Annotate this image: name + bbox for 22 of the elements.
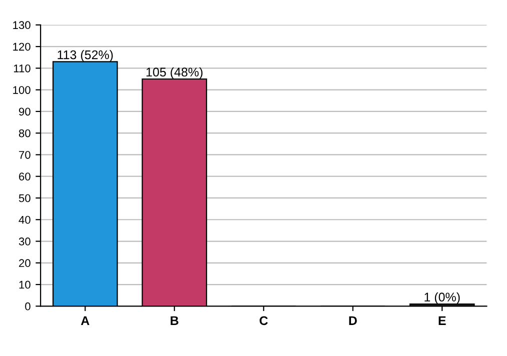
y-tick-label: 100 bbox=[13, 86, 30, 94]
y-tick-label: 120 bbox=[13, 42, 30, 51]
data-label: 105 (48%) bbox=[146, 67, 202, 79]
x-tick-label: A bbox=[80, 316, 90, 325]
x-tick-label: D bbox=[349, 316, 357, 325]
data-label: 113 (52%) bbox=[58, 50, 113, 62]
x-tick-label: E bbox=[438, 316, 446, 325]
x-tick-label: B bbox=[170, 316, 178, 325]
data-label: 1 (0%) bbox=[424, 292, 460, 304]
x-tick-label: C bbox=[260, 316, 268, 326]
y-tick-label: 0 bbox=[25, 302, 30, 310]
y-tick-label: 10 bbox=[19, 280, 30, 289]
y-tick-label: 40 bbox=[18, 216, 30, 224]
y-tick-label: 70 bbox=[19, 150, 30, 159]
y-tick-label: 90 bbox=[19, 108, 30, 116]
y-tick-label: 130 bbox=[13, 21, 30, 30]
y-tick-label: 80 bbox=[18, 129, 30, 138]
y-tick-label: 60 bbox=[19, 172, 30, 180]
y-tick-label: 50 bbox=[18, 194, 30, 202]
y-tick-label: 110 bbox=[14, 64, 30, 72]
y-tick-label: 30 bbox=[18, 238, 30, 246]
y-tick-label: 20 bbox=[19, 259, 30, 268]
